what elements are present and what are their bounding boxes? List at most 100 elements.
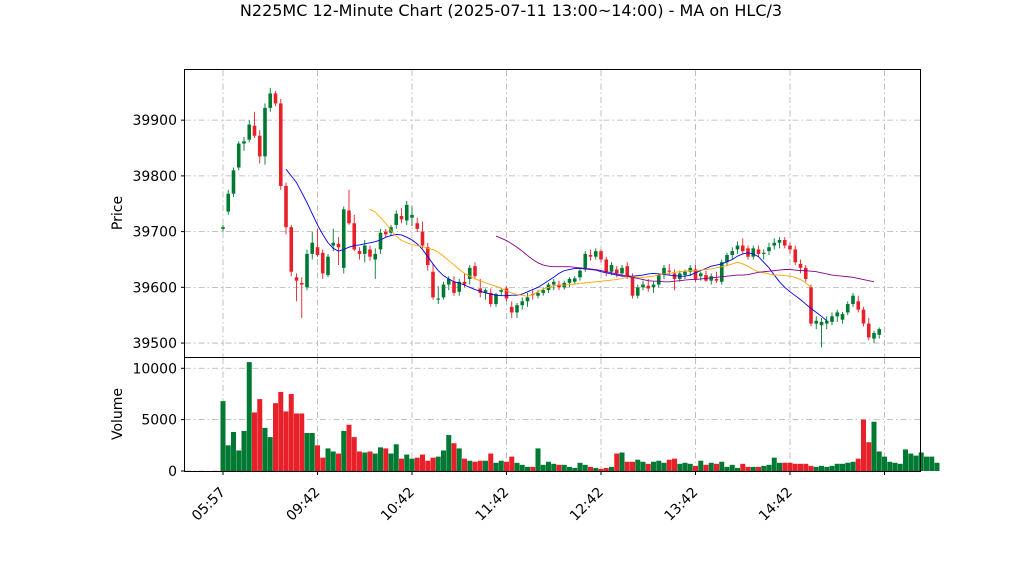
candle-body	[336, 243, 341, 248]
volume-bar	[519, 464, 525, 471]
volume-bar	[598, 468, 604, 471]
candle-body	[494, 294, 498, 305]
candle-body	[420, 231, 425, 246]
candle-body	[782, 239, 787, 246]
volume-bar	[745, 466, 751, 471]
candle-body	[263, 107, 267, 157]
candle-body	[467, 267, 472, 279]
volume-bar	[420, 454, 425, 471]
candle-body	[415, 223, 420, 229]
candle-body	[368, 249, 372, 257]
volume-bar	[441, 450, 446, 471]
candle-body	[614, 269, 619, 274]
volume-bar	[756, 466, 761, 471]
volume-bar	[404, 454, 410, 471]
volume-bar	[467, 460, 473, 471]
candle-body	[578, 270, 582, 278]
volume-bar	[677, 463, 683, 471]
candle-body	[688, 267, 693, 272]
volume-bar	[924, 456, 929, 471]
candle-body	[824, 320, 829, 324]
candle-body	[394, 213, 399, 225]
candle-body	[583, 253, 588, 270]
candle-body	[383, 231, 388, 235]
candle-body	[373, 253, 378, 260]
candle-body	[247, 124, 252, 140]
candle-body	[572, 278, 577, 282]
volume-bar	[866, 442, 872, 471]
candle-body	[793, 249, 798, 263]
volume-bar	[304, 432, 310, 471]
volume-bar	[792, 463, 798, 471]
volume-bar	[588, 466, 593, 471]
candle-body	[735, 245, 740, 250]
candle-body	[362, 245, 367, 254]
volume-bar	[367, 451, 373, 471]
candle-body	[504, 288, 509, 299]
volume-bar	[357, 451, 362, 471]
volume-bar	[220, 401, 226, 471]
candle-body	[341, 209, 346, 268]
volume-bar	[540, 464, 546, 471]
candle-body	[814, 320, 819, 324]
volume-bar	[719, 461, 725, 471]
volume-bar	[798, 463, 803, 471]
volume-bar	[388, 453, 394, 471]
volume-tick-label: 5000	[141, 413, 177, 429]
volume-bar	[714, 463, 719, 471]
candle-body	[809, 287, 813, 324]
volume-bar	[808, 465, 814, 471]
price-tick-label: 39900	[132, 113, 177, 129]
volume-bar	[871, 421, 877, 471]
candle-body	[252, 125, 257, 136]
candle-body	[709, 276, 714, 281]
volume-bar	[330, 451, 336, 471]
volume-bar	[225, 445, 231, 471]
candle-body	[294, 277, 299, 281]
volume-bar	[703, 464, 709, 471]
candle-body	[462, 281, 467, 285]
volume-bar	[635, 459, 641, 471]
volume-bar	[824, 466, 830, 471]
volume-bar	[882, 456, 887, 471]
volume-bar	[740, 463, 746, 471]
volume-bar	[257, 399, 263, 471]
volume-bar	[619, 452, 625, 471]
candle-body	[620, 267, 624, 274]
x-tick-label: 10:42	[378, 485, 418, 525]
volume-bar	[456, 448, 462, 471]
candle-body	[499, 290, 504, 292]
candle-body	[326, 256, 330, 276]
candle-body	[877, 329, 882, 335]
candle-body	[299, 282, 304, 285]
volume-bar	[771, 457, 777, 471]
volume-bar	[425, 460, 431, 471]
price-panel: 39500 39600 39700 39800 39900 Price	[110, 69, 921, 358]
volume-bar	[876, 451, 882, 471]
candle-body	[625, 266, 630, 277]
volume-bar	[666, 459, 672, 471]
volume-bar	[336, 453, 341, 471]
candle-body	[310, 242, 315, 254]
candle-body	[273, 93, 278, 104]
candle-body	[609, 265, 614, 272]
chart-title: N225MC 12-Minute Chart (2025-07-11 13:00…	[240, 1, 782, 20]
volume-bar	[777, 462, 782, 471]
candle-body	[473, 266, 477, 277]
price-tick-label: 39600	[132, 280, 177, 296]
x-tick-label: 05:57	[189, 485, 229, 525]
candle-body	[488, 292, 493, 305]
candle-body	[725, 255, 729, 263]
volume-bar	[645, 463, 651, 471]
volume-bar	[530, 466, 536, 471]
candle-body	[268, 93, 273, 108]
volume-bar	[577, 462, 583, 471]
candle-body	[704, 275, 708, 281]
volume-bar	[383, 448, 389, 471]
volume-panel: 0 5000 10000 Volume	[110, 357, 940, 480]
candle-body	[798, 263, 803, 268]
volume-bar	[614, 453, 620, 471]
volume-bar	[672, 458, 677, 471]
volume-bar	[535, 448, 541, 471]
volume-bar	[551, 463, 557, 471]
